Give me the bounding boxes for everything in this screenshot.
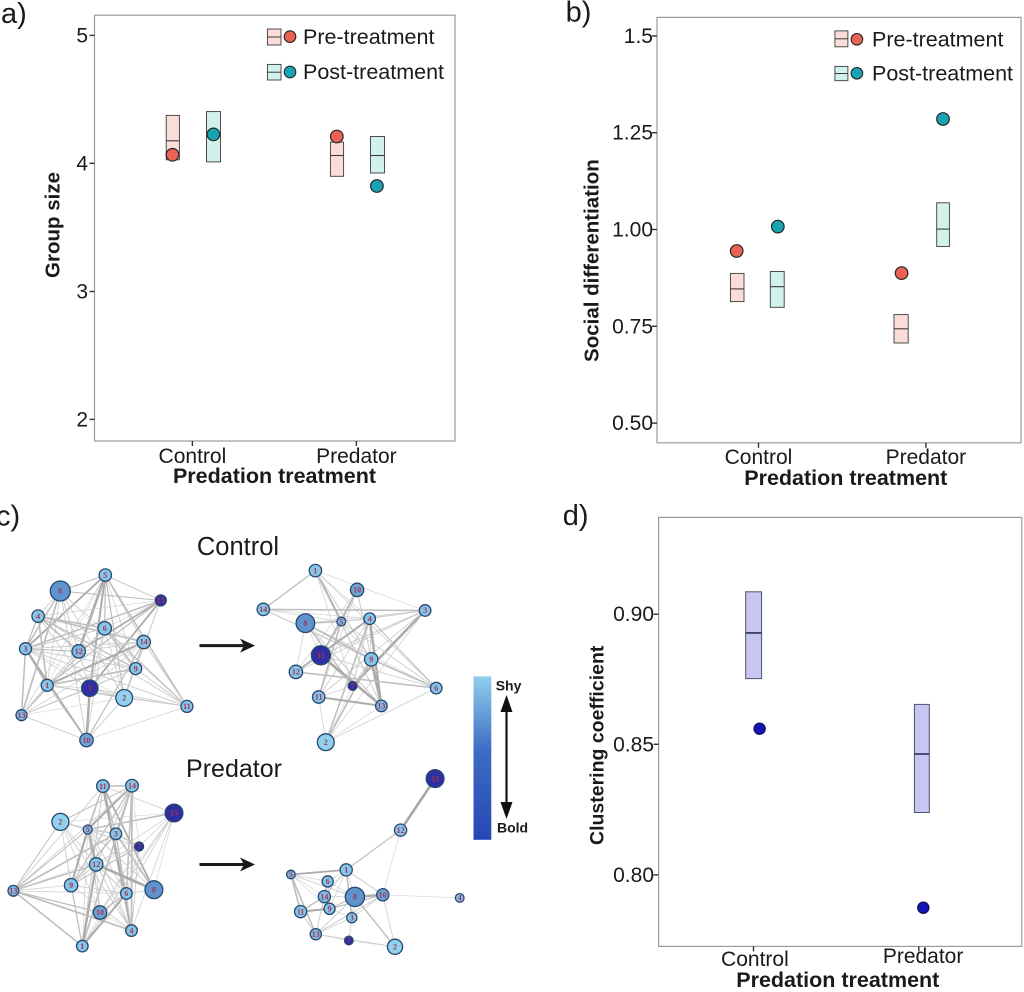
svg-text:15: 15 [157, 596, 165, 605]
svg-text:12: 12 [75, 647, 83, 656]
svg-text:4: 4 [76, 152, 88, 175]
svg-text:Shy: Shy [496, 678, 522, 694]
svg-text:3: 3 [24, 644, 28, 653]
svg-text:0.90: 0.90 [613, 603, 654, 626]
svg-text:9: 9 [69, 881, 73, 890]
svg-text:5: 5 [103, 571, 107, 580]
svg-text:5: 5 [76, 24, 88, 47]
svg-text:1.25: 1.25 [612, 122, 653, 145]
svg-text:15: 15 [431, 774, 439, 783]
svg-text:2: 2 [122, 694, 126, 703]
svg-text:4: 4 [458, 894, 462, 903]
svg-text:7: 7 [88, 684, 92, 693]
svg-text:11: 11 [183, 702, 191, 711]
svg-text:Control: Control [159, 445, 227, 468]
svg-text:11: 11 [99, 782, 107, 791]
svg-text:2: 2 [393, 943, 397, 952]
svg-text:Predator: Predator [316, 445, 397, 468]
svg-text:1: 1 [313, 566, 317, 575]
svg-text:10: 10 [83, 736, 91, 745]
svg-text:3: 3 [114, 830, 118, 839]
svg-text:8: 8 [58, 587, 62, 596]
svg-text:13: 13 [312, 930, 320, 939]
svg-text:9: 9 [134, 664, 138, 673]
svg-text:Post-treatment: Post-treatment [872, 62, 1013, 86]
svg-text:1: 1 [344, 866, 348, 875]
svg-text:4: 4 [368, 614, 372, 623]
svg-text:Pre-treatment: Pre-treatment [872, 28, 1003, 52]
svg-text:14: 14 [259, 605, 267, 614]
svg-text:2: 2 [58, 818, 62, 827]
svg-text:11: 11 [315, 693, 323, 702]
svg-text:7: 7 [351, 682, 355, 691]
svg-text:d): d) [563, 500, 589, 532]
svg-text:Predation treatment: Predation treatment [173, 464, 376, 488]
svg-text:5: 5 [289, 870, 293, 879]
svg-text:Social differentiation: Social differentiation [580, 159, 603, 362]
svg-text:Predator: Predator [186, 755, 282, 783]
svg-text:2: 2 [324, 738, 328, 747]
svg-text:5: 5 [339, 617, 343, 626]
svg-text:0.75: 0.75 [612, 315, 653, 338]
svg-text:12: 12 [92, 860, 100, 869]
svg-text:15: 15 [317, 651, 325, 660]
svg-text:9: 9 [369, 655, 373, 664]
svg-text:6: 6 [103, 624, 107, 633]
svg-text:8: 8 [303, 619, 307, 628]
svg-text:14: 14 [128, 781, 136, 790]
svg-text:3: 3 [76, 281, 88, 304]
svg-text:Predator: Predator [886, 446, 967, 469]
svg-text:1: 1 [45, 681, 49, 690]
svg-text:13: 13 [18, 711, 26, 720]
svg-text:4: 4 [36, 612, 40, 621]
svg-text:1.00: 1.00 [612, 219, 653, 242]
svg-text:6: 6 [434, 684, 438, 693]
svg-text:2: 2 [76, 408, 88, 431]
svg-text:5: 5 [86, 825, 90, 834]
svg-text:12: 12 [292, 668, 300, 677]
svg-text:11: 11 [297, 907, 305, 916]
svg-text:Group size: Group size [42, 172, 65, 278]
svg-text:13: 13 [377, 702, 385, 711]
svg-text:1.5: 1.5 [624, 25, 653, 48]
svg-text:0.85: 0.85 [613, 733, 654, 756]
svg-text:14: 14 [320, 892, 328, 901]
svg-text:4: 4 [130, 926, 134, 935]
svg-text:b): b) [566, 0, 592, 29]
svg-text:10: 10 [96, 908, 104, 917]
svg-text:8: 8 [353, 893, 357, 902]
svg-text:Pre-treatment: Pre-treatment [303, 25, 434, 49]
svg-text:Predation treatment: Predation treatment [736, 968, 939, 992]
svg-text:7: 7 [347, 936, 351, 945]
svg-text:Control: Control [721, 948, 789, 971]
svg-text:13: 13 [9, 887, 17, 896]
svg-text:7: 7 [137, 842, 141, 851]
svg-text:8: 8 [152, 885, 156, 894]
svg-text:14: 14 [140, 638, 148, 647]
svg-text:Post-treatment: Post-treatment [303, 60, 444, 84]
svg-text:Clustering coefficient: Clustering coefficient [587, 645, 609, 845]
svg-text:Control: Control [725, 446, 793, 469]
svg-text:3: 3 [423, 606, 427, 615]
svg-text:9: 9 [328, 905, 332, 914]
svg-text:6: 6 [326, 877, 330, 886]
svg-text:Predator: Predator [883, 945, 964, 968]
svg-text:10: 10 [353, 586, 361, 595]
svg-text:12: 12 [397, 826, 405, 835]
svg-text:0.80: 0.80 [613, 864, 654, 887]
svg-text:0.50: 0.50 [612, 412, 653, 435]
svg-text:Control: Control [197, 533, 279, 561]
svg-text:3: 3 [350, 913, 354, 922]
svg-text:Bold: Bold [497, 820, 528, 836]
svg-text:c): c) [0, 501, 20, 533]
svg-text:Predation treatment: Predation treatment [744, 466, 947, 490]
svg-text:6: 6 [124, 889, 128, 898]
svg-text:15: 15 [170, 809, 178, 818]
svg-text:10: 10 [379, 891, 387, 900]
svg-text:a): a) [1, 0, 27, 30]
svg-text:1: 1 [80, 942, 84, 951]
